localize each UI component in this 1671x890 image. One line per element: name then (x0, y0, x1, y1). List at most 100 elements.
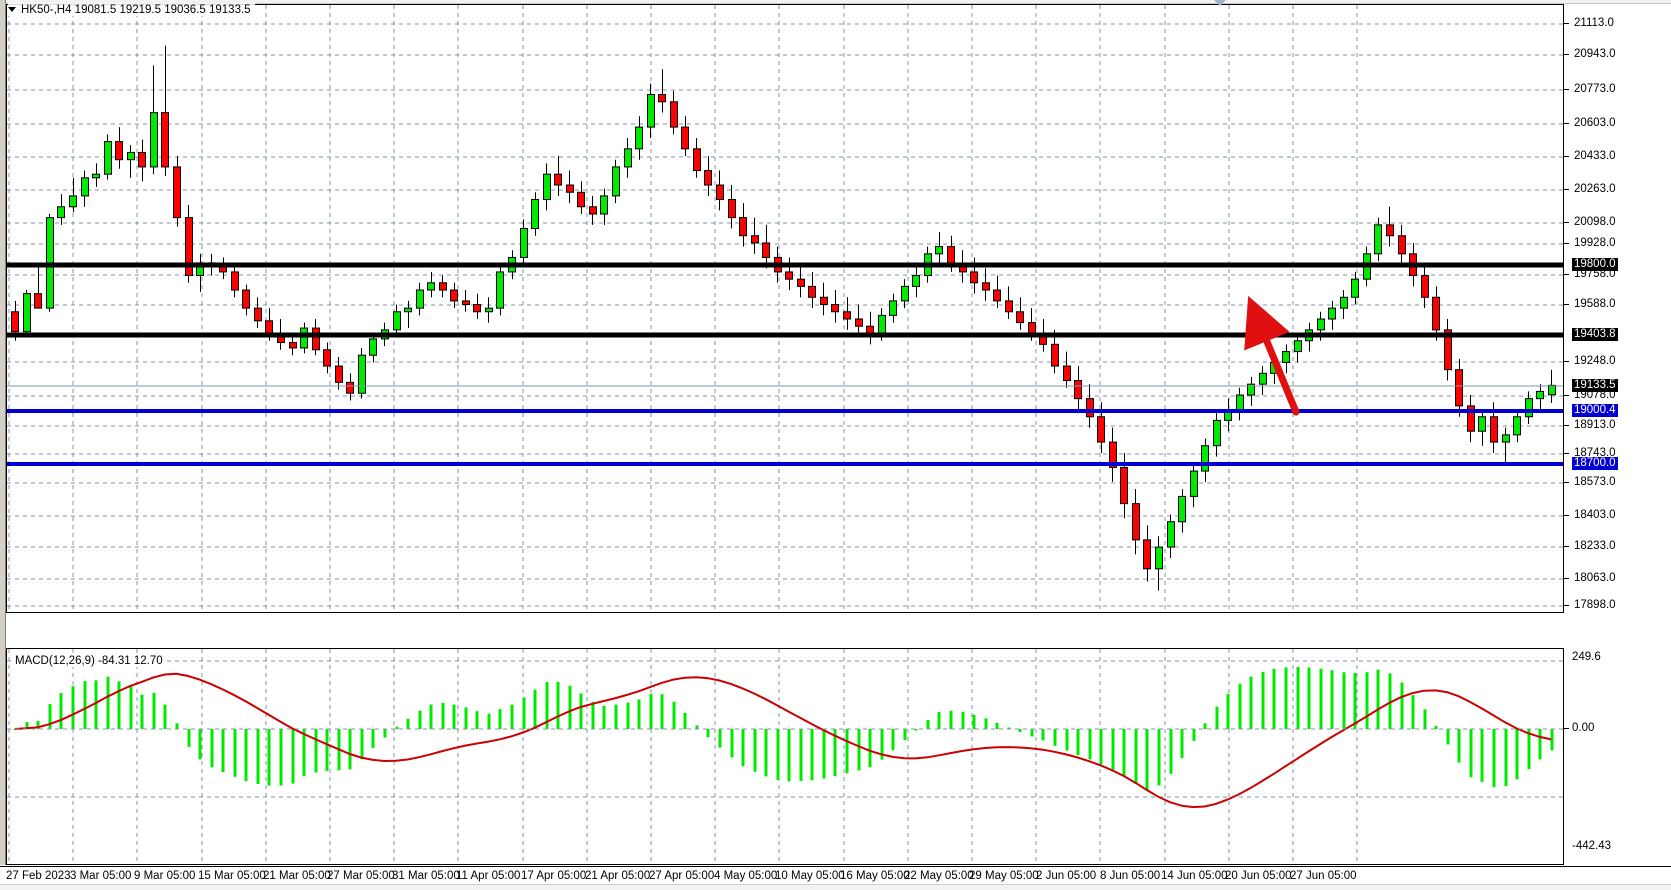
price-axis-label: 19248.0 (1574, 355, 1616, 367)
candle (797, 278, 805, 287)
price-axis-label: 18403.0 (1574, 509, 1616, 521)
candle (358, 354, 366, 394)
candle (127, 151, 135, 161)
candle (912, 275, 920, 287)
candle (970, 271, 978, 284)
macd-histogram-bar (441, 702, 445, 729)
chart-symbol-header[interactable]: HK50-,H4 19081.5 19219.5 19036.5 19133.5 (8, 3, 255, 16)
macd-histogram-bar (198, 729, 202, 760)
macd-histogram-bar (1319, 668, 1323, 729)
candle (566, 184, 574, 193)
candle (69, 195, 77, 208)
candle (289, 342, 297, 349)
candle (554, 173, 562, 186)
chevron-down-icon[interactable] (1214, 0, 1228, 7)
macd-histogram-bar (799, 729, 803, 781)
axis-tick (1564, 605, 1569, 606)
macd-histogram-bar (741, 729, 745, 767)
axis-tick (1564, 54, 1569, 55)
macd-histogram-bar (302, 729, 306, 776)
candle (993, 289, 1001, 302)
price-axis-label: 19588.0 (1574, 298, 1616, 310)
candle (982, 282, 990, 291)
macd-histogram-bar (94, 680, 98, 729)
candle (1351, 278, 1359, 298)
time-axis-label: 4 May 05:00 (714, 870, 778, 882)
macd-histogram-bar (360, 729, 364, 760)
macd-histogram-bar (1065, 729, 1069, 751)
macd-histogram-bar (660, 694, 664, 729)
candle (462, 300, 470, 306)
candle (901, 285, 909, 302)
price-axis-label: 19133.5 (1572, 379, 1618, 392)
macd-histogram-bar (1041, 729, 1045, 741)
candle (11, 311, 19, 333)
price-axis[interactable]: 21113.0 20943.0 20773.0 20603.0 20433.0 20263… (1564, 4, 1671, 613)
macd-histogram-bar (706, 729, 710, 738)
candle (300, 327, 308, 349)
candle (1432, 296, 1440, 331)
candle (1051, 343, 1059, 367)
macd-histogram-bar (614, 704, 618, 729)
candle (1513, 416, 1521, 436)
candle (369, 338, 377, 356)
time-axis-label: 14 Jun 05:00 (1161, 870, 1228, 882)
candle (728, 199, 736, 219)
macd-histogram-bar (903, 729, 907, 741)
macd-histogram-bar (822, 729, 826, 779)
time-axis-label: 20 Jun 05:00 (1225, 870, 1292, 882)
macd-indicator-pane[interactable]: MACD(12,26,9) -84.31 12.70 (6, 648, 1564, 865)
macd-histogram-bar (233, 729, 237, 777)
macd-histogram-bar (140, 694, 144, 729)
price-axis-label: 18063.0 (1574, 572, 1616, 584)
candle (81, 177, 89, 197)
macd-histogram-bar (452, 704, 456, 729)
candle (1536, 390, 1544, 400)
candle (1109, 441, 1117, 468)
candle (739, 217, 747, 237)
candle (1444, 329, 1452, 371)
macd-histogram-bar (533, 689, 537, 729)
macd-histogram-bar (1145, 729, 1149, 790)
candle (935, 246, 943, 255)
macd-histogram-bar (556, 681, 560, 729)
macd-histogram-bar (1030, 729, 1034, 737)
candle (1317, 318, 1325, 331)
triangle-down-icon[interactable] (8, 7, 16, 12)
macd-histogram-bar (1018, 729, 1022, 733)
candle (185, 217, 193, 277)
macd-histogram-bar (1238, 683, 1242, 729)
macd-histogram-bar (279, 729, 283, 786)
macd-axis-label: 249.6 (1572, 651, 1601, 663)
macd-histogram-bar (1157, 729, 1161, 786)
axis-tick (1564, 453, 1569, 454)
macd-histogram-bar (949, 710, 953, 729)
time-axis-label: 27 Mar 05:00 (327, 870, 395, 882)
macd-histogram-bar (106, 676, 110, 729)
macd-histogram-bar (1053, 729, 1057, 746)
macd-histogram-bar (1192, 729, 1196, 741)
candle (600, 195, 608, 215)
candle (1086, 398, 1094, 418)
bullish-arrow-annotation[interactable] (7, 5, 1563, 612)
price-axis-label: 20773.0 (1574, 83, 1616, 95)
candle (57, 206, 65, 219)
candle (589, 206, 597, 215)
macd-histogram-bar (291, 729, 295, 784)
macd-histogram-bar (1122, 729, 1126, 777)
candle (1478, 416, 1486, 432)
price-axis-label: 19000.4 (1572, 404, 1618, 417)
macd-axis[interactable]: 249.6 0.00 -442.43 (1564, 648, 1671, 865)
candle (1201, 445, 1209, 472)
price-axis-label: 21113.0 (1574, 17, 1614, 29)
axis-tick (1564, 89, 1569, 90)
candle (1143, 539, 1151, 570)
macd-histogram-bar (1504, 729, 1508, 787)
macd-histogram-bar (730, 729, 734, 758)
price-axis-label: 20603.0 (1574, 117, 1616, 129)
candle (520, 227, 528, 258)
macd-histogram-bar (1365, 672, 1369, 729)
macd-histogram-bar (1099, 729, 1103, 765)
macd-series (7, 667, 1563, 809)
price-chart-pane[interactable] (6, 4, 1564, 613)
